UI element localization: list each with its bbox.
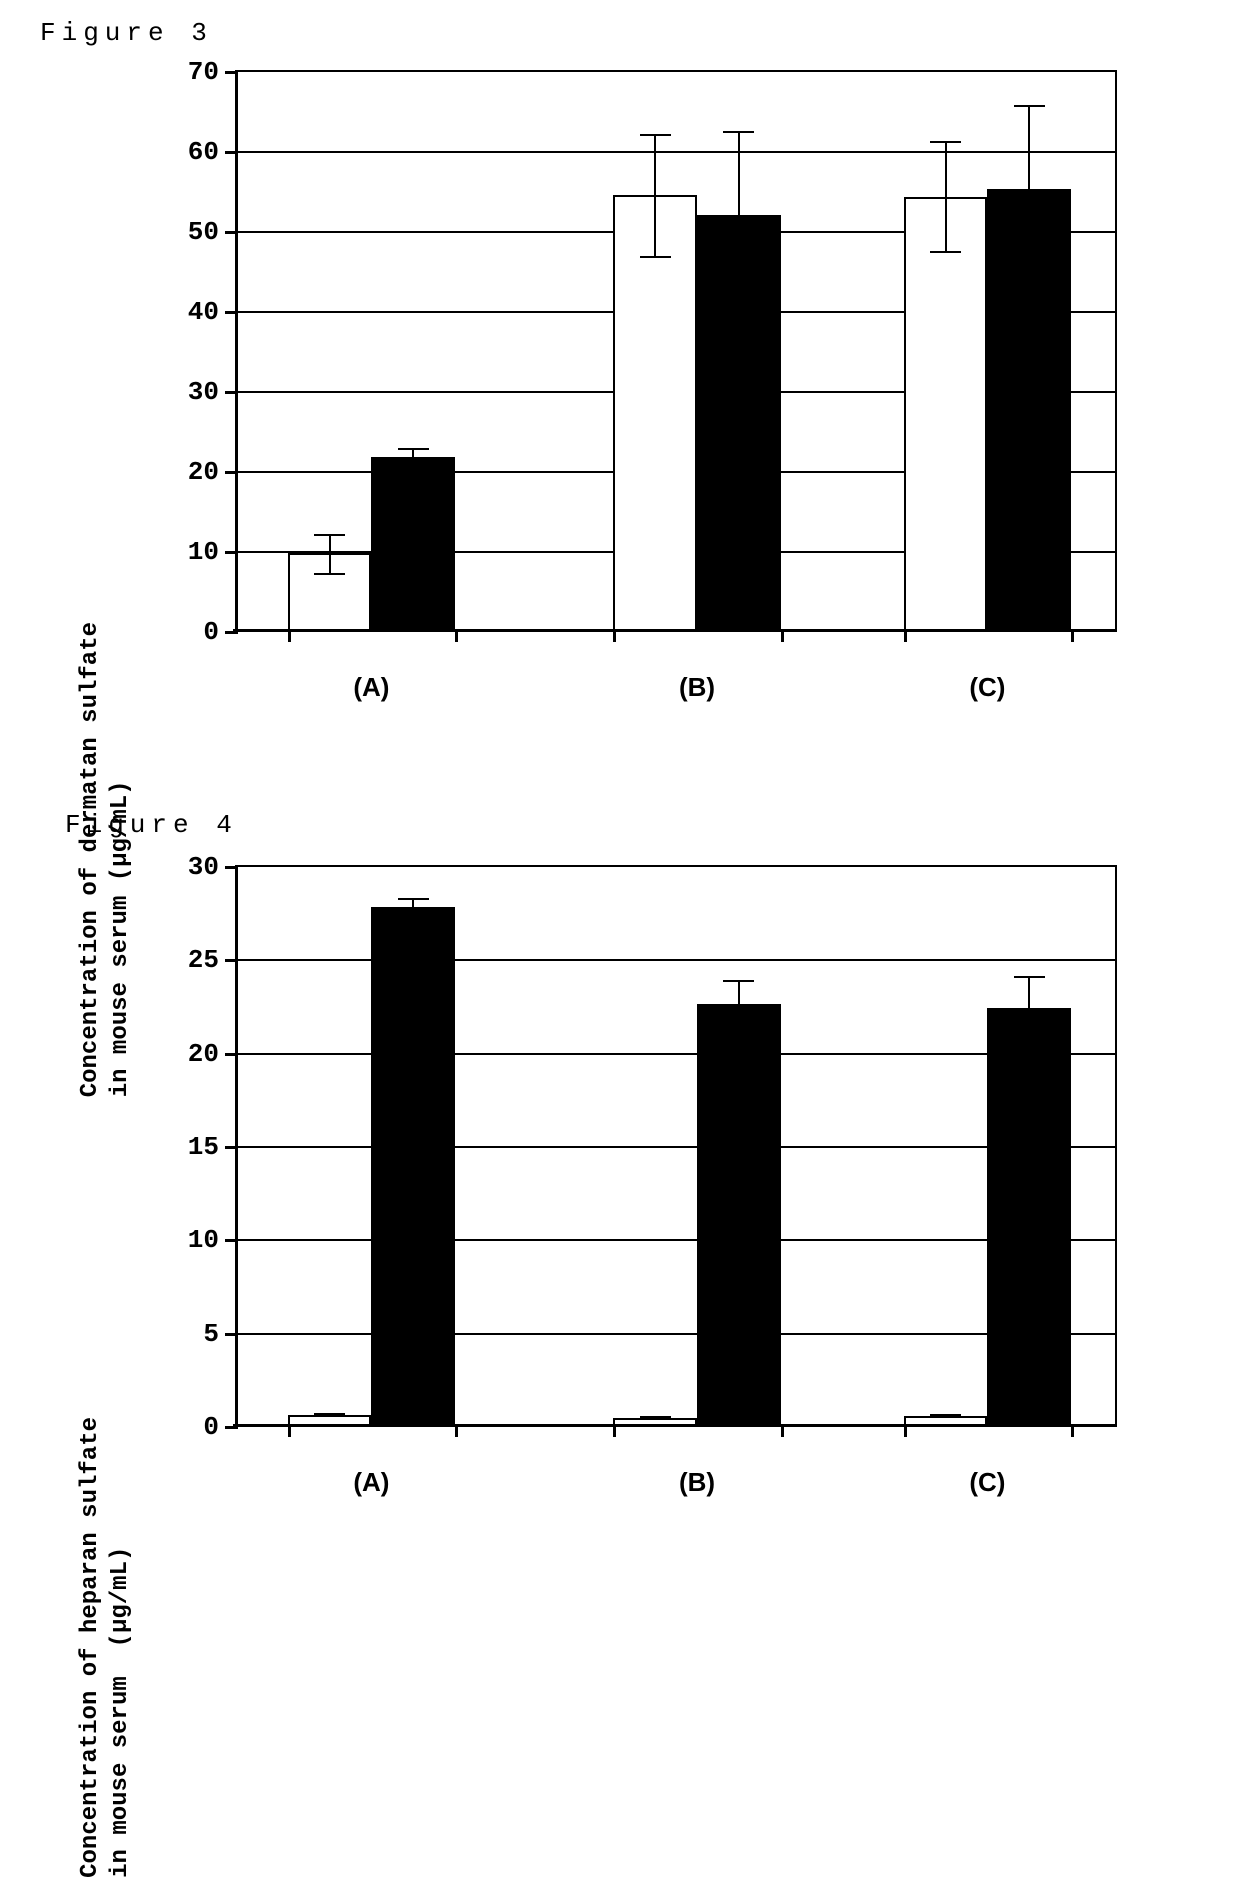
bar-black [697,1004,781,1426]
y-tick-label: 15 [188,1132,219,1162]
error-cap [723,299,754,301]
error-bar [412,899,414,908]
y-tick-label: 10 [188,537,219,567]
error-bar [738,132,740,300]
error-bar [945,142,947,252]
error-cap [723,131,754,133]
figure-3-plot-area: 010203040506070 [235,70,1117,632]
error-cap [640,256,671,258]
error-cap [1014,273,1045,275]
y-tick [225,866,235,869]
y-tick-label: 20 [188,457,219,487]
gridline [235,1239,1115,1241]
bar-white [904,1416,988,1426]
bar-black [371,457,455,631]
y-tick-label: 50 [188,217,219,247]
error-cap [398,465,429,467]
y-tick-label: 20 [188,1039,219,1069]
error-bar [412,449,414,467]
category-label: (C) [969,1467,1005,1498]
y-tick-label: 0 [203,617,219,647]
error-cap [640,1416,671,1418]
y-tick [225,551,235,554]
x-tick [781,1427,784,1437]
gridline [235,1053,1115,1055]
y-tick [225,231,235,234]
bar-white [613,195,697,631]
error-bar [1028,977,1030,1009]
x-tick [613,1427,616,1437]
y-tick [225,1053,235,1056]
x-tick [904,1427,907,1437]
figure-4-chart: 051015202530(A)(B)(C)Concentration of he… [40,855,1140,1545]
figure-4-title: Figure 4 [65,810,238,840]
y-axis [235,70,238,634]
error-bar [654,135,656,257]
y-tick-label: 70 [188,57,219,87]
error-cap [930,141,961,143]
x-tick [1071,1427,1074,1437]
error-cap [314,573,345,575]
error-bar [329,535,331,573]
y-tick [225,311,235,314]
bar-white [288,1415,372,1426]
error-cap [314,534,345,536]
y-tick-label: 40 [188,297,219,327]
gridline [235,1146,1115,1148]
y-tick [225,391,235,394]
y-tick-label: 60 [188,137,219,167]
y-tick [225,151,235,154]
bar-white [613,1418,697,1426]
error-bar [738,981,740,1005]
x-tick [613,632,616,642]
error-cap [640,134,671,136]
y-tick [225,1239,235,1242]
error-cap [930,251,961,253]
category-label: (C) [969,672,1005,703]
x-tick [288,632,291,642]
y-tick-label: 5 [203,1319,219,1349]
y-tick [225,71,235,74]
x-tick [455,632,458,642]
figure-4-y-axis-label: Concentration of heparan sulfate in mous… [76,1417,136,1878]
gridline [235,959,1115,961]
bar-white [904,197,988,631]
y-tick [225,959,235,962]
error-cap [1014,105,1045,107]
y-tick-label: 10 [188,1225,219,1255]
x-tick [904,632,907,642]
category-label: (A) [353,1467,389,1498]
y-tick-label: 0 [203,1412,219,1442]
error-cap [398,898,429,900]
y-tick [225,471,235,474]
y-tick-label: 30 [188,377,219,407]
gridline [235,1333,1115,1335]
figure-4-plot-area: 051015202530 [235,865,1117,1427]
figure-3-chart: 010203040506070(A)(B)(C)Concentration of… [40,60,1140,750]
x-tick [781,632,784,642]
y-axis [235,865,238,1429]
y-tick [225,1146,235,1149]
error-cap [398,448,429,450]
category-label: (B) [679,1467,715,1498]
bar-black [371,907,455,1426]
error-cap [314,1413,345,1415]
y-tick-label: 30 [188,852,219,882]
error-cap [723,980,754,982]
y-tick [225,1333,235,1336]
error-cap [1014,976,1045,978]
bar-black [987,1008,1071,1426]
x-tick [455,1427,458,1437]
y-tick-label: 25 [188,945,219,975]
category-label: (B) [679,672,715,703]
error-cap [930,1414,961,1416]
category-label: (A) [353,672,389,703]
x-tick [288,1427,291,1437]
error-bar [1028,106,1030,274]
x-tick [1071,632,1074,642]
figure-3-title: Figure 3 [40,18,213,48]
gridline [235,151,1115,153]
